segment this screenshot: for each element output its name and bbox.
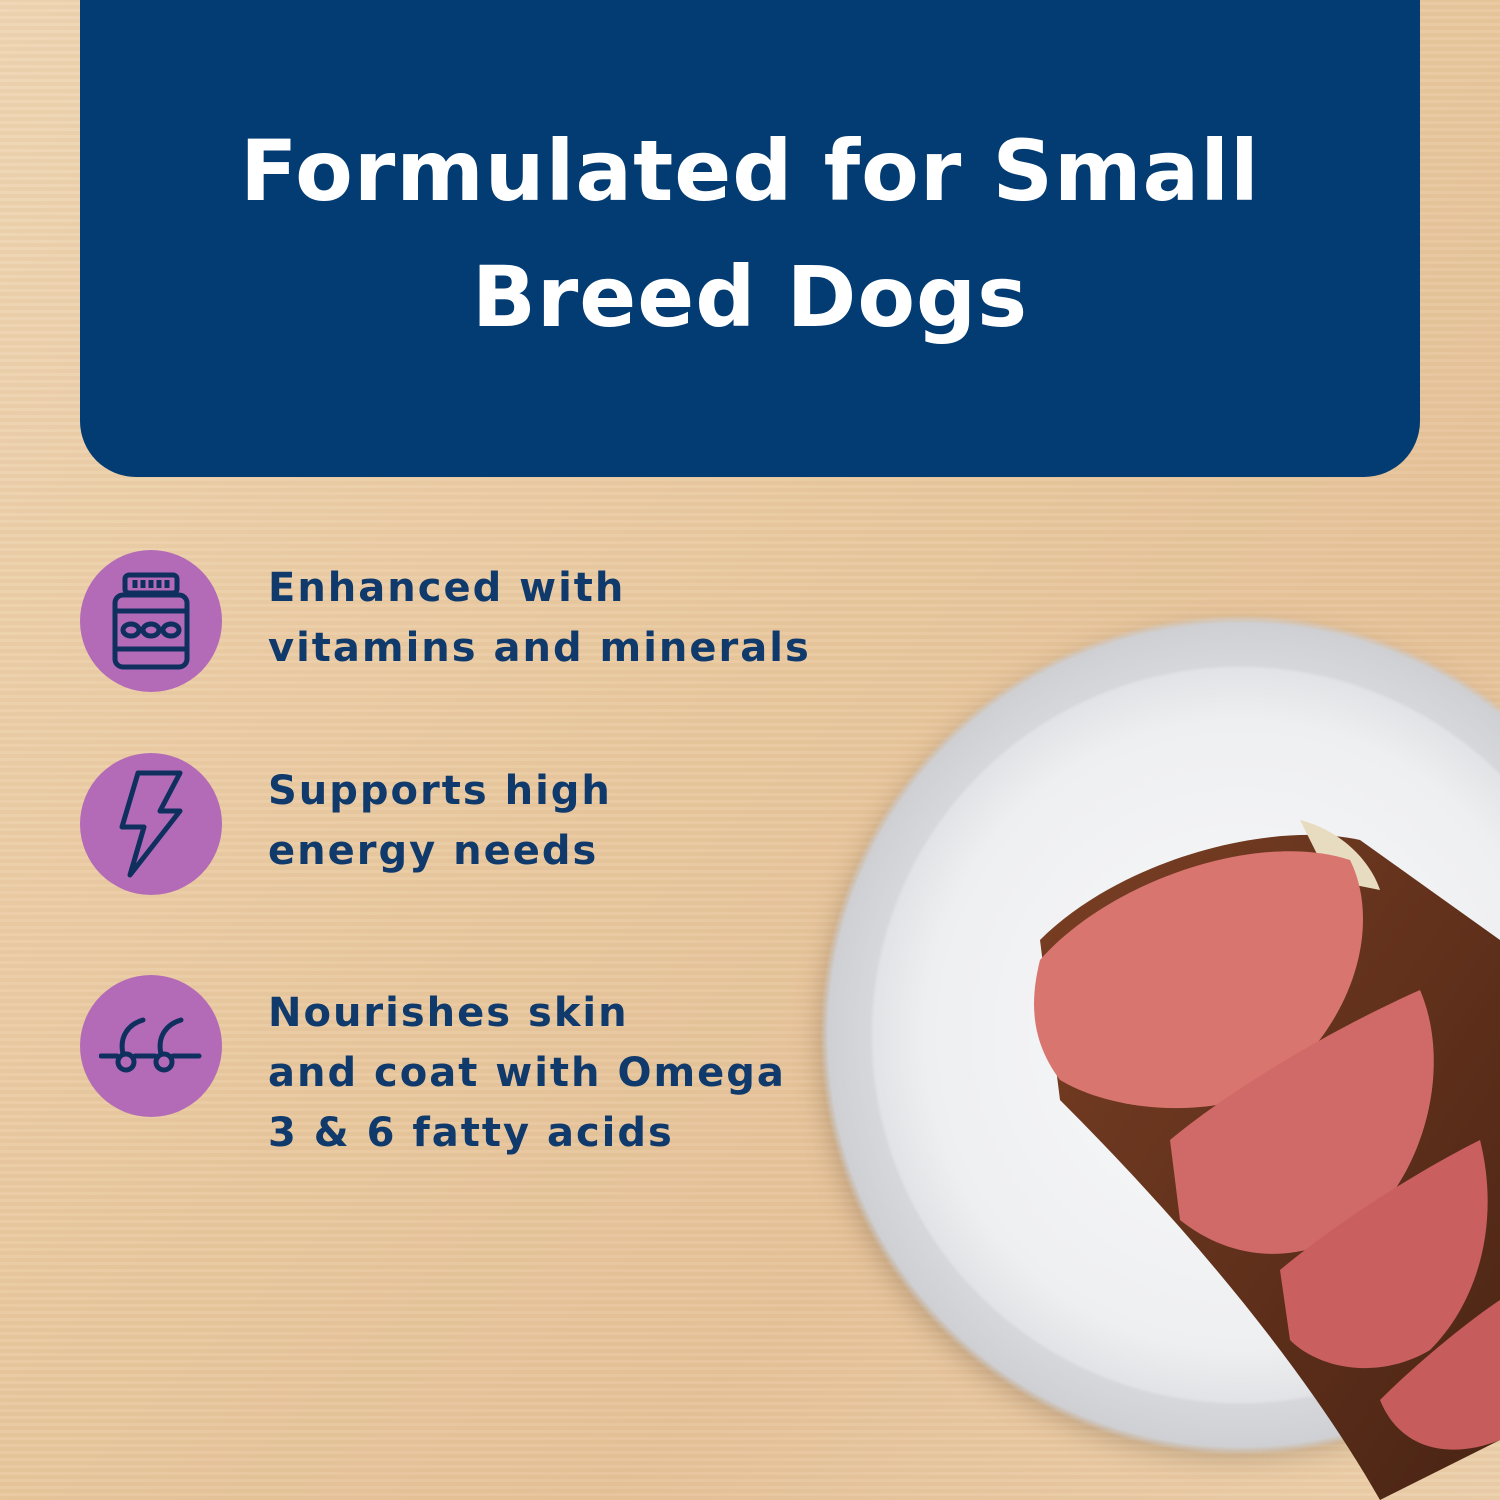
- feature-text: Enhanced with vitamins and minerals: [268, 565, 811, 671]
- header-banner: Formulated for Small Breed Dogs: [80, 0, 1420, 477]
- feature-vitamins: Enhanced with vitamins and minerals: [80, 550, 811, 692]
- feature-energy: Supports high energy needs: [80, 753, 612, 895]
- feature-skin-coat: Nourishes skin and coat with Omega 3 & 6…: [80, 975, 786, 1163]
- feature-text: Supports high energy needs: [268, 768, 612, 874]
- page-title: Formulated for Small Breed Dogs: [240, 121, 1260, 346]
- lightning-bolt-icon: [80, 753, 222, 895]
- vitamin-jar-icon: [80, 550, 222, 692]
- feature-text: Nourishes skin and coat with Omega 3 & 6…: [268, 990, 786, 1156]
- hair-follicle-icon: [80, 975, 222, 1117]
- steak-image: [1034, 820, 1500, 1500]
